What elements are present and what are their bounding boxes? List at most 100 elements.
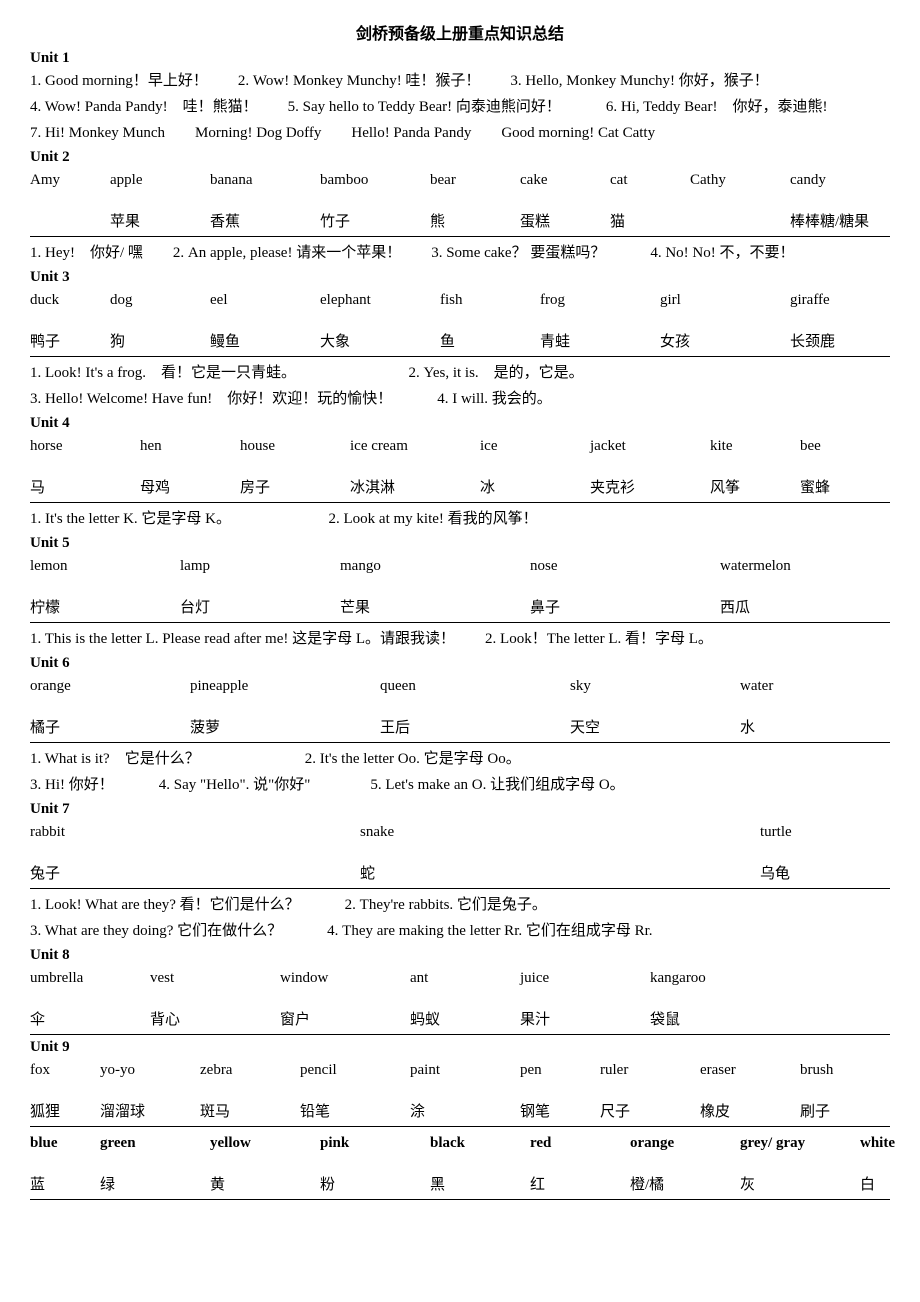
vocab-cell: kite: [710, 434, 800, 458]
vocab-cell: blue: [30, 1131, 100, 1155]
vocab-cell: 房子: [240, 476, 350, 500]
vocab-cell: juice: [520, 966, 650, 990]
unit-3-label: Unit 3: [30, 269, 890, 286]
vocab-cell: pineapple: [190, 674, 380, 698]
vocab-cell: bee: [800, 434, 890, 458]
unit-8-label: Unit 8: [30, 947, 890, 964]
unit-6-vocab-zh: 橘子菠萝王后天空水: [30, 716, 890, 743]
vocab-cell: 马: [30, 476, 140, 500]
vocab-cell: 黄: [210, 1173, 320, 1197]
vocab-cell: watermelon: [720, 554, 890, 578]
page-title: 剑桥预备级上册重点知识总结: [30, 20, 890, 44]
vocab-cell: kangaroo: [650, 966, 770, 990]
vocab-cell: 王后: [380, 716, 570, 740]
vocab-cell: zebra: [200, 1058, 300, 1082]
vocab-cell: 水: [740, 716, 890, 740]
unit-1-line-2: 4. Wow! Panda Pandy! 哇！熊猫！ 5. Say hello …: [30, 95, 890, 119]
vocab-cell: 鳗鱼: [210, 330, 320, 354]
vocab-cell: 西瓜: [720, 596, 890, 620]
vocab-cell: window: [280, 966, 410, 990]
vocab-cell: duck: [30, 288, 110, 312]
vocab-cell: orange: [630, 1131, 740, 1155]
unit-9-vocab-zh: 狐狸溜溜球斑马铅笔涂钢笔尺子橡皮刷子: [30, 1100, 890, 1127]
vocab-cell: 鸭子: [30, 330, 110, 354]
vocab-cell: 红: [530, 1173, 630, 1197]
vocab-cell: eraser: [700, 1058, 800, 1082]
vocab-cell: 鱼: [440, 330, 540, 354]
vocab-cell: Amy: [30, 168, 110, 192]
unit-7-line-1: 1. Look! What are they? 看！它们是什么？ 2. They…: [30, 893, 890, 917]
vocab-cell: 母鸡: [140, 476, 240, 500]
vocab-cell: 竹子: [320, 210, 430, 234]
vocab-cell: 橘子: [30, 716, 190, 740]
unit-2-sentences: 1. Hey! 你好/ 嘿 2. An apple, please! 请来一个苹…: [30, 241, 890, 265]
vocab-cell: candy: [790, 168, 890, 192]
vocab-cell: umbrella: [30, 966, 150, 990]
vocab-cell: elephant: [320, 288, 440, 312]
vocab-cell: 菠萝: [190, 716, 380, 740]
vocab-cell: turtle: [760, 820, 890, 844]
vocab-cell: 绿: [100, 1173, 210, 1197]
unit-4-vocab-en: horsehenhouseice creamicejacketkitebee: [30, 434, 890, 458]
vocab-cell: yellow: [210, 1131, 320, 1155]
vocab-cell: grey/ gray: [740, 1131, 860, 1155]
vocab-cell: horse: [30, 434, 140, 458]
vocab-cell: yo-yo: [100, 1058, 200, 1082]
vocab-cell: brush: [800, 1058, 890, 1082]
vocab-cell: 鼻子: [530, 596, 720, 620]
vocab-cell: lemon: [30, 554, 180, 578]
vocab-cell: 橙/橘: [630, 1173, 740, 1197]
vocab-cell: bamboo: [320, 168, 430, 192]
vocab-cell: hen: [140, 434, 240, 458]
vocab-cell: 蛋糕: [520, 210, 610, 234]
unit-7-label: Unit 7: [30, 801, 890, 818]
vocab-cell: ruler: [600, 1058, 700, 1082]
unit-2-vocab-zh: 苹果香蕉竹子熊蛋糕猫棒棒糖/糖果: [30, 210, 890, 237]
vocab-cell: 果汁: [520, 1008, 650, 1032]
unit-4-sentences: 1. It's the letter K. 它是字母 K。 2. Look at…: [30, 507, 890, 531]
vocab-cell: ice cream: [350, 434, 480, 458]
vocab-cell: apple: [110, 168, 210, 192]
vocab-cell: nose: [530, 554, 720, 578]
vocab-cell: 袋鼠: [650, 1008, 770, 1032]
unit-6-vocab-en: orangepineapplequeenskywater: [30, 674, 890, 698]
vocab-cell: 背心: [150, 1008, 280, 1032]
vocab-cell: 大象: [320, 330, 440, 354]
vocab-cell: [690, 210, 790, 234]
unit-3-vocab-en: duckdogeelelephantfishfroggirlgiraffe: [30, 288, 890, 312]
unit-8-vocab-zh: 伞背心窗户蚂蚁果汁袋鼠: [30, 1008, 890, 1035]
vocab-cell: bear: [430, 168, 520, 192]
vocab-cell: 橡皮: [700, 1100, 800, 1124]
vocab-cell: frog: [540, 288, 660, 312]
vocab-cell: 蜜蜂: [800, 476, 890, 500]
vocab-cell: 蚂蚁: [410, 1008, 520, 1032]
unit-9-label: Unit 9: [30, 1039, 890, 1056]
vocab-cell: rabbit: [30, 820, 360, 844]
unit-9-colors-zh: 蓝绿黄粉黑红橙/橘灰白: [30, 1173, 890, 1200]
vocab-cell: 台灯: [180, 596, 340, 620]
vocab-cell: queen: [380, 674, 570, 698]
unit-1-line-1: 1. Good morning！早上好！ 2. Wow! Monkey Munc…: [30, 69, 890, 93]
vocab-cell: 冰: [480, 476, 590, 500]
vocab-cell: 刷子: [800, 1100, 890, 1124]
vocab-cell: 灰: [740, 1173, 860, 1197]
vocab-cell: 苹果: [110, 210, 210, 234]
unit-5-sentences: 1. This is the letter L. Please read aft…: [30, 627, 890, 651]
vocab-cell: 乌龟: [760, 862, 890, 886]
unit-2-label: Unit 2: [30, 149, 890, 166]
vocab-cell: water: [740, 674, 890, 698]
vocab-cell: 黑: [430, 1173, 530, 1197]
unit-3-line-1: 1. Look! It's a frog. 看！它是一只青蛙。 2. Yes, …: [30, 361, 890, 385]
vocab-cell: 蓝: [30, 1173, 100, 1197]
vocab-cell: fox: [30, 1058, 100, 1082]
vocab-cell: red: [530, 1131, 630, 1155]
vocab-cell: 青蛙: [540, 330, 660, 354]
unit-4-vocab-zh: 马母鸡房子冰淇淋冰夹克衫风筝蜜蜂: [30, 476, 890, 503]
vocab-cell: 溜溜球: [100, 1100, 200, 1124]
vocab-cell: 尺子: [600, 1100, 700, 1124]
vocab-cell: 伞: [30, 1008, 150, 1032]
unit-5-vocab-zh: 柠檬台灯芒果鼻子西瓜: [30, 596, 890, 623]
vocab-cell: house: [240, 434, 350, 458]
vocab-cell: giraffe: [790, 288, 890, 312]
vocab-cell: orange: [30, 674, 190, 698]
